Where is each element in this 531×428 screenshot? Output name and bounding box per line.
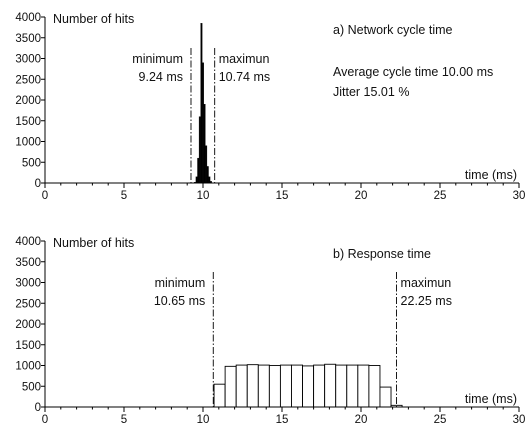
histogram-bar [205,145,208,184]
y-tick-label: 1000 [15,137,41,149]
y-tick-label: 3000 [15,278,41,290]
x-tick-label: 5 [121,190,127,202]
marker-value-maximun: 10.74 ms [219,70,270,84]
y-axis-label: Number of hits [53,12,134,26]
histogram-bar [200,23,203,184]
marker-name-minimum: minimum [132,52,183,66]
x-tick-label: 10 [197,190,210,202]
x-tick-label: 0 [42,414,48,426]
marker-value-maximun: 22.25 ms [401,294,452,308]
y-tick-label: 500 [22,157,41,169]
x-tick-label: 10 [197,414,210,426]
marker-name-minimum: minimum [155,276,206,290]
x-tick-label: 5 [121,414,127,426]
histogram-bar [208,176,211,184]
x-tick-label: 20 [355,414,368,426]
histogram-bar [291,364,303,408]
histogram-bar [203,104,206,184]
chart-panel-2: 0 500 1000 1500 2000 2500 3000 3500 4000 0 5 10 15 20… [15,236,525,426]
histogram-bar [235,364,248,408]
y-tick-label: 4000 [15,12,41,24]
x-tick-label: 20 [355,190,368,202]
x-axis-label: time (ms) [465,168,517,182]
histogram-bar [368,365,381,408]
y-tick-label: 1500 [15,116,41,128]
marker-name-maximun: maximun [219,52,270,66]
y-tick-label: 4000 [15,236,41,248]
x-tick-label: 25 [434,414,447,426]
y-tick-label: 1500 [15,340,41,352]
histogram-bar [224,365,237,408]
y-tick-label: 2500 [15,74,41,86]
x-tick-label: 25 [434,190,447,202]
marker-value-minimum: 9.24 ms [139,70,183,84]
histogram-bar [198,116,201,184]
histogram-bar [346,364,359,408]
y-tick-label: 2000 [15,319,41,331]
y-axis-label: Number of hits [53,236,134,250]
histogram-bar [324,363,337,408]
histogram-bar [257,364,270,408]
chart-panel-1: 0 500 1000 1500 2000 2500 3000 3500 4000 0 5 10 15 20… [15,12,525,202]
marker-name-maximun: maximun [401,276,452,290]
histogram-bar [195,176,198,184]
x-tick-label: 15 [276,190,289,202]
histogram-bar [313,364,326,408]
y-tick-label: 3000 [15,54,41,66]
y-tick-label: 3500 [15,257,41,269]
histogram-bar [246,364,259,408]
annotation-note: Average cycle time 10.00 ms [333,65,493,79]
x-tick-label: 15 [276,414,289,426]
histogram-bar [268,365,281,408]
y-tick-label: 0 [35,402,41,414]
histogram-bar [302,365,315,408]
marker-value-minimum: 10.65 ms [154,294,205,308]
histogram-bar [206,166,209,184]
y-tick-label: 0 [35,178,41,190]
chart-title: b) Response time [333,247,431,261]
y-tick-label: 1000 [15,361,41,373]
histogram-bar [197,157,200,184]
annotation-note: Jitter 15.01 % [333,85,409,99]
histogram-bar [202,62,204,184]
y-tick-label: 2000 [15,95,41,107]
x-axis-label: time (ms) [465,392,517,406]
y-tick-label: 3500 [15,33,41,45]
chart-title: a) Network cycle time [333,23,453,37]
histogram-bar [379,386,392,408]
histogram-bar [213,383,226,408]
histogram-bar [335,364,348,408]
y-tick-label: 2500 [15,298,41,310]
x-tick-label: 0 [42,190,48,202]
x-tick-label: 30 [513,414,526,426]
x-tick-label: 30 [513,190,526,202]
histogram-bar [279,364,292,408]
histogram-bar [357,364,370,408]
y-tick-label: 500 [22,381,41,393]
